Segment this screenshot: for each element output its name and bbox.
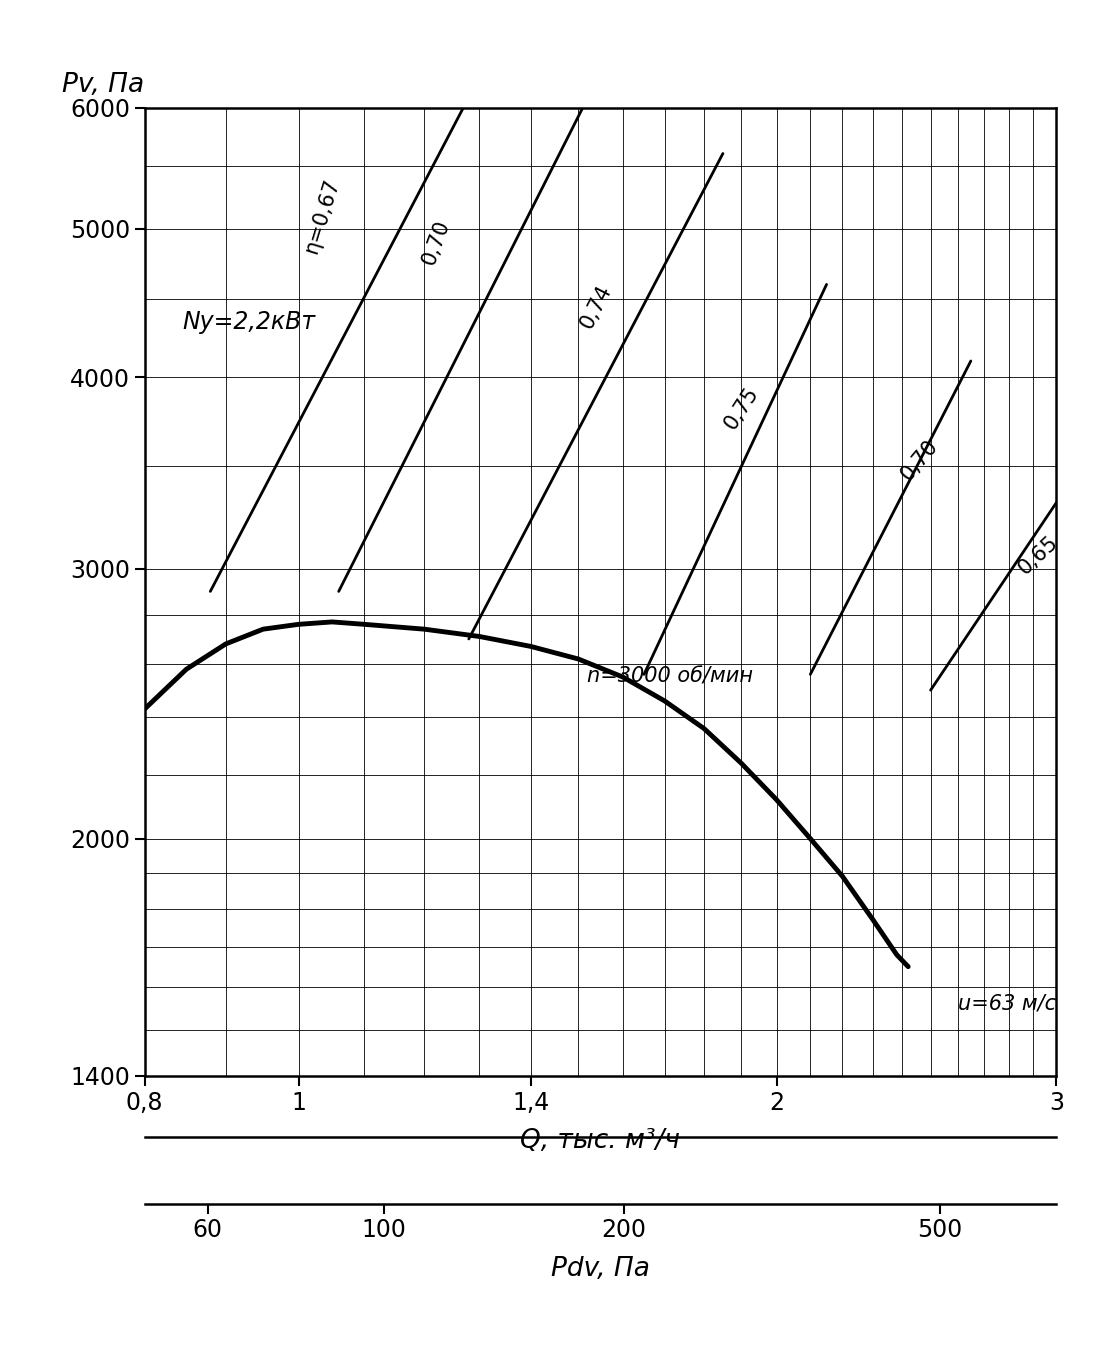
X-axis label: Pdv, Па: Pdv, Па	[552, 1256, 649, 1282]
Text: Ny=2,2кВт: Ny=2,2кВт	[182, 309, 316, 334]
Text: 0,65: 0,65	[1014, 533, 1062, 578]
Text: 0,75: 0,75	[721, 383, 763, 433]
Text: 0,74: 0,74	[577, 281, 616, 332]
Text: n=3000 об/мин: n=3000 об/мин	[587, 667, 753, 687]
Text: Pv, Па: Pv, Па	[62, 71, 145, 98]
Text: u=63 м/с: u=63 м/с	[957, 994, 1055, 1014]
X-axis label: Q, тыс. м³/ч: Q, тыс. м³/ч	[520, 1128, 681, 1154]
Text: 0,70: 0,70	[418, 217, 453, 268]
Text: η=0,67: η=0,67	[301, 176, 344, 256]
Text: 0,70: 0,70	[897, 436, 942, 484]
